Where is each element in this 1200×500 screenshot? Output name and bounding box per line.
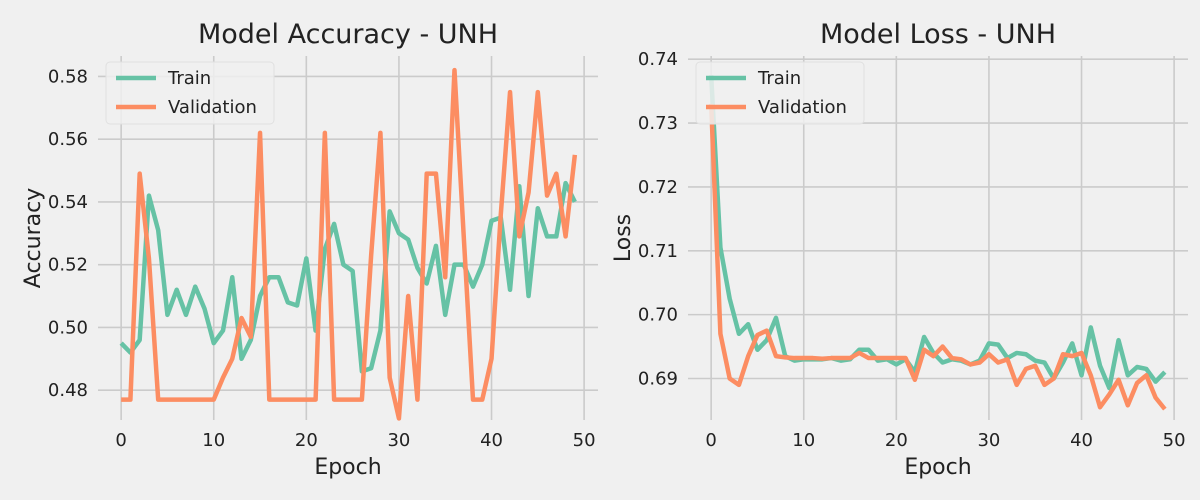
accuracy-series-validation [121, 67, 578, 421]
loss-chart-title: Model Loss - UNH [820, 19, 1056, 50]
accuracy-legend: Train Validation [105, 61, 275, 125]
accuracy-chart-title: Model Accuracy - UNH [198, 19, 498, 50]
accuracy-y-tick-label: 0.52 [48, 255, 88, 276]
loss-y-tick-label: 0.73 [638, 113, 678, 134]
accuracy-chart: 0 10 20 30 40 50 0.48 0.50 0.52 0.54 0.56 0.58 Model… [21, 19, 598, 480]
loss-y-tick-label: 0.69 [638, 368, 678, 389]
accuracy-y-tick-label: 0.48 [48, 380, 88, 401]
loss-y-tick-label: 0.71 [638, 241, 678, 262]
accuracy-legend-label-train: Train [167, 68, 211, 89]
loss-y-axis-label: Loss [611, 214, 636, 262]
loss-x-axis-label: Epoch [904, 455, 971, 480]
loss-x-tick-label: 20 [885, 430, 908, 451]
loss-legend-label-validation: Validation [758, 97, 847, 118]
accuracy-y-tick-label: 0.56 [48, 129, 88, 150]
loss-x-tick-label: 50 [1163, 430, 1186, 451]
accuracy-x-tick-label: 10 [202, 430, 225, 451]
loss-chart: 0 10 20 30 40 50 0.69 0.70 0.71 0.72 0.73 0.74 Model… [611, 19, 1188, 480]
loss-x-tick-label: 30 [977, 430, 1000, 451]
loss-x-tick-label: 40 [1070, 430, 1093, 451]
loss-x-tick-label: 0 [705, 430, 716, 451]
accuracy-series-train [119, 180, 577, 374]
loss-legend: Train Validation [695, 61, 865, 125]
accuracy-x-tick-label: 50 [573, 430, 596, 451]
accuracy-x-tick-label: 20 [295, 430, 318, 451]
loss-legend-label-train: Train [757, 68, 801, 89]
accuracy-x-tick-label: 0 [115, 430, 126, 451]
loss-x-tick-label: 10 [792, 430, 815, 451]
loss-y-tick-label: 0.72 [638, 177, 678, 198]
accuracy-y-tick-label: 0.58 [48, 66, 88, 87]
accuracy-y-tick-label: 0.50 [48, 317, 88, 338]
accuracy-x-tick-label: 30 [387, 430, 410, 451]
accuracy-x-tick-label: 40 [480, 430, 503, 451]
loss-y-tick-label: 0.70 [638, 305, 678, 326]
accuracy-y-axis-label: Accuracy [21, 188, 46, 288]
loss-y-tick-label: 0.74 [638, 49, 678, 70]
accuracy-x-axis-label: Epoch [314, 455, 381, 480]
accuracy-legend-label-validation: Validation [168, 97, 257, 118]
loss-series-validation [708, 103, 1167, 411]
accuracy-y-tick-label: 0.54 [48, 192, 88, 213]
